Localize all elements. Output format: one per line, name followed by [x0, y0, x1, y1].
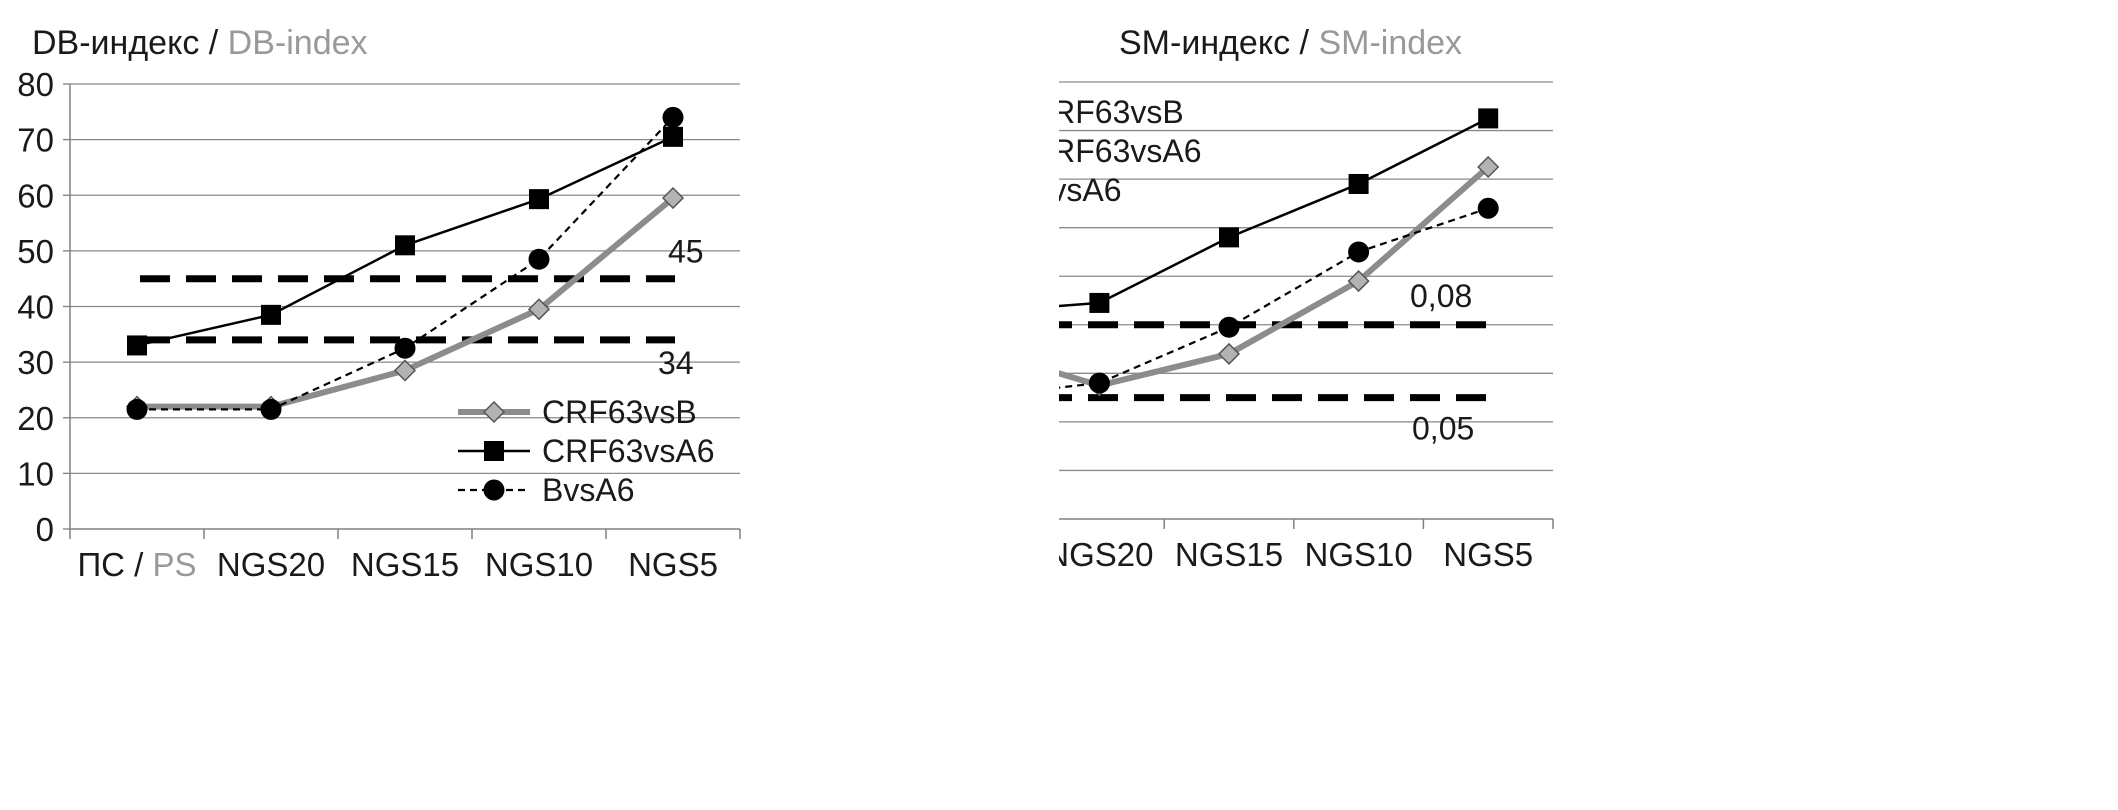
sm-point-bvsa6	[1218, 316, 1240, 338]
db-point-bvsa6	[260, 398, 282, 420]
sm-point-crf63vsb	[1347, 270, 1370, 293]
sm-point-crf63vsa6	[1478, 108, 1499, 129]
sm-point-crf63vsb	[1217, 342, 1241, 365]
db-point-crf63vsb	[527, 298, 551, 321]
db-y-tick-label: 60	[17, 177, 54, 214]
sm-threshold-label: 0,08	[1410, 278, 1472, 314]
db-legend-label: CRF63vsA6	[542, 433, 715, 469]
db-point-bvsa6	[394, 337, 416, 359]
sm-plot-group: 0,000,020,040,060,080,100,120,140,160,18…	[1059, 81, 1554, 573]
sm-point-crf63vsa6	[1348, 173, 1369, 194]
sm-x-tick-label: NGS15	[1175, 536, 1283, 573]
db-legend-label: CRF63vsB	[542, 394, 697, 430]
db-y-tick-label: 70	[17, 122, 54, 159]
db-index-chart-title: DB-индекс / DB-index	[32, 24, 368, 62]
db-y-tick-label: 80	[17, 66, 54, 103]
db-y-tick-label: 40	[17, 289, 54, 326]
db-x-tick-label: ПС / PS	[77, 546, 196, 583]
sm-point-bvsa6	[1348, 241, 1370, 263]
sm-index-chart-title: SM-индекс / SM-index	[1119, 24, 1463, 62]
db-point-crf63vsa6	[127, 335, 147, 356]
db-point-crf63vsa6	[663, 126, 683, 147]
db-legend-swatch-marker	[482, 400, 506, 424]
db-x-tick-label: NGS15	[351, 546, 459, 583]
db-y-tick-label: 10	[17, 455, 54, 492]
sm-x-tick-label: NGS5	[1443, 536, 1533, 573]
sm-legend-label: CRF63vsA6	[1059, 133, 1202, 169]
db-point-bvsa6	[126, 398, 148, 420]
sm-x-tick-label: NGS20	[1059, 536, 1154, 573]
db-threshold-label: 34	[658, 345, 694, 381]
db-x-tick-label: NGS10	[485, 546, 593, 583]
db-y-tick-label: 20	[17, 400, 54, 437]
sm-legend-label: BvsA6	[1059, 172, 1121, 208]
sm-legend-label: CRF63vsB	[1059, 94, 1184, 130]
db-legend-swatch-marker	[483, 479, 505, 501]
sm-index-title-ru: SM-индекс	[1119, 24, 1291, 62]
db-legend-swatch-marker	[484, 441, 504, 461]
db-index-chart-svg: 0 10 20 30 40 50 60 70 80 ПС / PS NGS20 NGS15 NGS10 N…	[17, 66, 741, 583]
db-x-tick-label: NGS5	[628, 546, 718, 583]
sm-point-crf63vsb	[1477, 155, 1500, 179]
sm-point-bvsa6	[1088, 372, 1110, 394]
db-index-chart-panel: DB-индекс / DB-index 0 10 20 30 40 50 60 70 80 ПС…	[17, 24, 741, 583]
db-plot-group: 0 10 20 30 40 50 60 70 80 ПС / PS NGS20 NGS15 NGS10 N…	[17, 66, 741, 583]
db-x-tick-label: NGS20	[217, 546, 325, 583]
db-point-bvsa6	[528, 248, 550, 270]
sm-point-crf63vsa6	[1089, 292, 1110, 313]
db-threshold-label: 45	[668, 234, 704, 270]
sm-index-chart-panel: SM-индекс / SM-index 0,000,020,040,060,0…	[1059, 0, 2118, 810]
sm-index-chart-svg: 0,000,020,040,060,080,100,120,140,160,18…	[1059, 81, 1554, 573]
db-point-crf63vsb	[393, 359, 417, 382]
db-legend-label: BvsA6	[542, 472, 634, 508]
sm-point-crf63vsa6	[1219, 227, 1239, 248]
sm-index-title-en: SM-index	[1318, 24, 1463, 62]
db-y-tick-label: 30	[17, 344, 54, 381]
db-point-crf63vsa6	[395, 235, 415, 256]
db-point-bvsa6	[662, 106, 684, 128]
db-y-tick-label: 0	[36, 511, 54, 548]
sm-x-tick-label: NGS10	[1304, 536, 1412, 573]
db-index-title-ru: DB-индекс	[32, 24, 200, 62]
db-point-crf63vsa6	[261, 304, 281, 325]
sm-point-bvsa6	[1477, 197, 1499, 219]
db-point-crf63vsb	[661, 186, 685, 210]
db-point-crf63vsa6	[529, 189, 549, 210]
db-y-tick-label: 50	[17, 233, 54, 270]
db-index-title-en: DB-index	[227, 24, 368, 62]
sm-threshold-label: 0,05	[1412, 411, 1474, 447]
